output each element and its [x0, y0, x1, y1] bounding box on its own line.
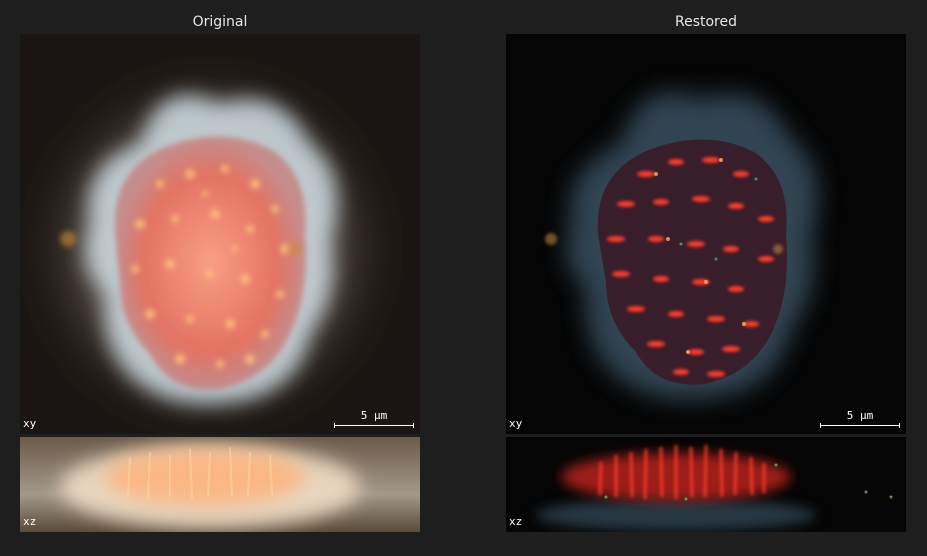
restored-title: Restored [674, 14, 737, 30]
restored-xz-image [506, 437, 906, 532]
restored-scale-bar-line [820, 423, 900, 428]
original-title: Original [192, 14, 248, 30]
original-xz-image [20, 437, 420, 532]
restored-xz-view: xz [506, 437, 906, 532]
original-xz-view: xz [20, 437, 420, 532]
original-xy-image [20, 34, 420, 434]
original-xy-view: xy 5 µm [20, 34, 420, 434]
restored-xy-image [506, 34, 906, 434]
restored-xy-label: xy [509, 417, 523, 430]
original-scale-bar-label: 5 µm [360, 409, 388, 422]
restored-scale-bar: 5 µm [820, 410, 900, 428]
restored-scale-bar-label: 5 µm [846, 409, 874, 422]
original-scale-bar: 5 µm [334, 410, 414, 428]
original-xz-label: xz [23, 515, 37, 528]
original-xy-label: xy [23, 417, 37, 430]
restored-xz-label: xz [509, 515, 523, 528]
original-scale-bar-line [334, 423, 414, 428]
restored-xy-view: xy 5 µm [506, 34, 906, 434]
